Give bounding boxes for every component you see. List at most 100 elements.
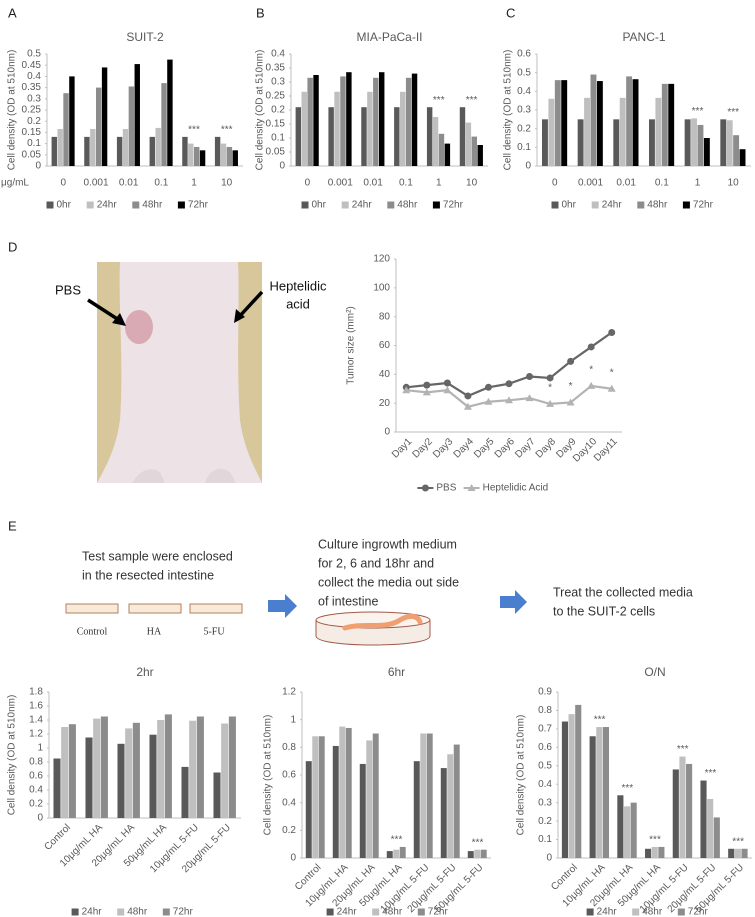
y-tick-label: 0.8 <box>538 705 552 716</box>
bar <box>53 758 61 818</box>
y-tick-label: 20 <box>379 398 391 409</box>
bar <box>161 83 167 166</box>
bar <box>577 119 584 166</box>
x-tick-label: 0.01 <box>616 178 636 189</box>
bar <box>467 851 474 858</box>
x-tick-label: 0.1 <box>655 178 669 189</box>
x-tick-label: Day5 <box>472 436 497 461</box>
y-tick-label: 0.4 <box>29 785 43 796</box>
marker <box>484 397 493 405</box>
y-axis-title: Cell density (OD at 510nm) <box>503 50 514 171</box>
bar <box>196 716 204 818</box>
legend-label: 72hr <box>688 907 709 917</box>
x-tick-label: Day4 <box>452 436 477 461</box>
bar <box>68 724 76 818</box>
bar <box>426 733 433 858</box>
legend-swatch <box>417 908 425 916</box>
x-tick-label: 0 <box>552 178 558 189</box>
y-tick-label: 0.8 <box>29 757 43 768</box>
marker <box>587 343 595 351</box>
y-tick-label: 0 <box>290 853 296 864</box>
y-tick-label: 1.6 <box>29 701 43 712</box>
y-tick-label: 100 <box>373 282 390 293</box>
bar <box>393 849 400 858</box>
bar <box>149 136 155 166</box>
y-tick-label: 0.8 <box>282 742 296 753</box>
panel-label: C <box>506 5 515 20</box>
y-tick-label: 40 <box>379 369 391 380</box>
bar <box>346 72 352 166</box>
y-tick-label: 0.05 <box>22 149 42 160</box>
bar <box>413 761 420 858</box>
bar <box>713 817 720 858</box>
bar <box>568 714 575 858</box>
bar <box>541 119 548 166</box>
y-tick-label: 0 <box>35 161 41 172</box>
bar <box>228 716 236 818</box>
panel-label: A <box>8 5 17 20</box>
x-tick-label: 10 <box>221 178 233 189</box>
y-axis-title: Cell density (OD at 510nm) <box>255 50 266 171</box>
bar <box>100 716 108 818</box>
annotation: * <box>548 383 552 394</box>
marker <box>402 386 411 394</box>
bar <box>575 704 582 858</box>
y-tick-label: 1.8 <box>29 687 43 698</box>
step-text: Treat the collected media <box>553 585 693 599</box>
bar <box>226 146 233 166</box>
legend-label: 48hr <box>397 200 418 211</box>
y-tick-label: 0.6 <box>282 770 296 781</box>
y-tick-label: 0.2 <box>27 116 41 127</box>
y-tick-label: 0 <box>279 161 285 172</box>
annotation: *** <box>649 835 661 846</box>
bar <box>548 98 555 166</box>
bar <box>726 120 733 166</box>
bar <box>596 81 603 166</box>
bar <box>477 145 483 166</box>
y-tick-label: 0.7 <box>538 724 552 735</box>
y-tick-label: 0 <box>525 161 531 172</box>
bar <box>459 107 466 166</box>
chart-title: PANC-1 <box>622 30 665 44</box>
bar <box>596 727 603 858</box>
bar <box>602 727 610 858</box>
bar <box>554 80 561 166</box>
y-tick-label: 0.4 <box>282 797 296 808</box>
bar <box>328 107 334 166</box>
step-text: to the SUIT-2 cells <box>553 604 655 618</box>
bar <box>85 737 93 818</box>
bar <box>707 798 714 858</box>
legend-swatch <box>632 908 640 916</box>
bar <box>125 728 133 818</box>
bar <box>63 93 69 166</box>
bar <box>122 129 129 166</box>
mouse-photo <box>97 262 262 483</box>
panel-label: D <box>8 239 17 254</box>
bar <box>307 77 313 166</box>
bar <box>734 848 741 858</box>
chart-title: O/N <box>644 665 665 679</box>
bar <box>447 754 454 858</box>
y-tick-label: 0.25 <box>266 91 286 102</box>
legend-label: 24hr <box>82 907 103 917</box>
y-tick-label: 0.5 <box>538 760 552 771</box>
legend-swatch <box>372 908 380 916</box>
legend-swatch <box>551 201 559 209</box>
x-tick-label: 10 <box>466 178 478 189</box>
mouse-body <box>97 262 262 483</box>
x-tick-label: 0.001 <box>578 178 603 189</box>
tube <box>189 603 243 614</box>
y-tick-label: 0.3 <box>27 93 41 104</box>
bar <box>90 129 96 166</box>
legend-label: 24hr <box>602 200 623 211</box>
bar <box>648 119 655 166</box>
bar <box>686 763 693 858</box>
marker <box>423 381 431 389</box>
bar <box>739 149 746 166</box>
legend-swatch <box>132 201 140 209</box>
bar <box>220 143 227 166</box>
panel-label: E <box>8 518 17 533</box>
legend-label: Heptelidic Acid <box>483 483 549 494</box>
y-tick-label: 0.2 <box>282 825 296 836</box>
x-tick-label: 0 <box>305 178 311 189</box>
